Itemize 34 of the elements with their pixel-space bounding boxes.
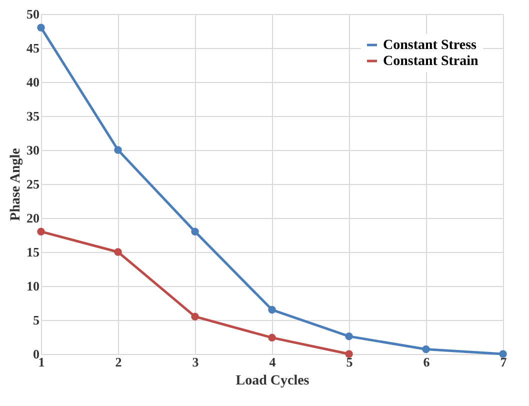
point [268, 306, 276, 314]
x-tick-label: 2 [115, 354, 122, 370]
point [345, 350, 353, 358]
y-tick-label: 50 [26, 6, 40, 22]
y-tick-label: 25 [26, 176, 40, 192]
legend-label: Constant Stress [383, 38, 478, 53]
point [422, 345, 430, 354]
legend-label: Constant Strain [383, 54, 479, 69]
x-tick-label: 5 [346, 354, 354, 370]
y-tick-label: 15 [26, 244, 40, 260]
y-tick-label: 5 [33, 312, 40, 328]
x-tick-label: 4 [269, 354, 276, 370]
point [37, 228, 45, 236]
y-tick-label: 35 [26, 108, 40, 124]
y-tick-label: 0 [33, 346, 40, 362]
x-tick-label: 1 [38, 354, 45, 370]
point [268, 334, 276, 342]
y-tick-label: 45 [26, 40, 40, 56]
point [191, 228, 199, 236]
x-axis-title: Load Cycles [236, 374, 310, 388]
x-tick-label: 3 [192, 354, 200, 370]
point [499, 350, 507, 358]
y-tick-label: 30 [26, 142, 40, 158]
x-tick-label: 6 [423, 354, 430, 370]
y-tick-label: 20 [26, 210, 40, 226]
point [37, 24, 45, 32]
y-tick-label: 40 [26, 74, 40, 90]
x-tick-label: 7 [500, 354, 508, 370]
y-tick-label: 10 [26, 278, 40, 294]
point [191, 312, 199, 320]
point [114, 146, 122, 154]
point [114, 248, 122, 256]
y-axis-title: Phase Angle [8, 148, 24, 221]
point [345, 332, 353, 340]
